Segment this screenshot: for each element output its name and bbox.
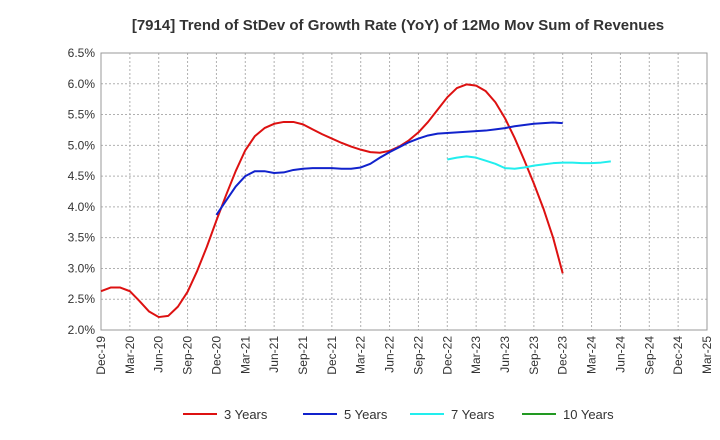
- legend-label-3-years[interactable]: 3 Years: [224, 407, 268, 422]
- x-tick-label: Dec-22: [440, 336, 454, 375]
- y-tick-label: 5.0%: [68, 138, 96, 152]
- x-tick-label: Sep-22: [411, 336, 425, 375]
- x-tick-label: Mar-21: [238, 336, 252, 374]
- x-tick-label: Mar-22: [354, 336, 368, 374]
- series-line-7-years: [447, 155, 611, 170]
- series-line-5-years: [215, 121, 563, 216]
- x-tick-label: Dec-20: [209, 336, 223, 375]
- x-tick-label: Mar-24: [585, 336, 599, 374]
- x-tick-label: Sep-23: [527, 336, 541, 375]
- x-axis: Dec-19 Mar-20 Jun-20 Sep-20 Dec-20 Mar-21 Jun-…: [94, 336, 714, 375]
- x-tick-label: Jun-20: [152, 336, 166, 373]
- x-tick-label: Jun-23: [498, 336, 512, 373]
- legend-label-7-years[interactable]: 7 Years: [451, 407, 495, 422]
- legend-label-5-years[interactable]: 5 Years: [344, 407, 388, 422]
- legend-label-10-years[interactable]: 10 Years: [563, 407, 614, 422]
- y-tick-label: 5.5%: [68, 108, 96, 122]
- x-tick-label: Sep-21: [296, 336, 310, 375]
- series-lines: [100, 83, 611, 319]
- y-axis: 2.0% 2.5% 3.0% 3.5% 4.0% 4.5% 5.0% 5.5% 6.0% 6.5%: [68, 46, 96, 337]
- x-tick-label: Jun-21: [267, 336, 281, 373]
- x-tick-label: Mar-23: [469, 336, 483, 374]
- x-tick-label: Dec-23: [556, 336, 570, 375]
- y-tick-label: 6.5%: [68, 46, 96, 60]
- y-tick-label: 3.0%: [68, 261, 96, 275]
- x-tick-label: Jun-24: [613, 336, 627, 373]
- x-tick-label: Dec-21: [325, 336, 339, 375]
- x-tick-label: Dec-24: [671, 336, 685, 375]
- x-tick-label: Mar-20: [123, 336, 137, 374]
- chart-title: [7914] Trend of StDev of Growth Rate (Yo…: [132, 17, 664, 34]
- legend[interactable]: 3 Years 5 Years 7 Years 10 Years: [183, 407, 614, 422]
- y-tick-label: 2.0%: [68, 323, 96, 337]
- x-tick-label: Sep-20: [181, 336, 195, 375]
- y-tick-label: 3.5%: [68, 231, 96, 245]
- y-tick-label: 2.5%: [68, 292, 96, 306]
- y-tick-label: 6.0%: [68, 77, 96, 91]
- grid: [101, 52, 707, 331]
- x-tick-label: Sep-24: [642, 336, 656, 375]
- x-tick-label: Mar-25: [700, 336, 714, 374]
- y-tick-label: 4.0%: [68, 200, 96, 214]
- y-tick-label: 4.5%: [68, 169, 96, 183]
- x-tick-label: Jun-22: [383, 336, 397, 373]
- series-line-3-years: [100, 83, 564, 319]
- plot-border: [100, 52, 708, 331]
- x-tick-label: Dec-19: [94, 336, 108, 375]
